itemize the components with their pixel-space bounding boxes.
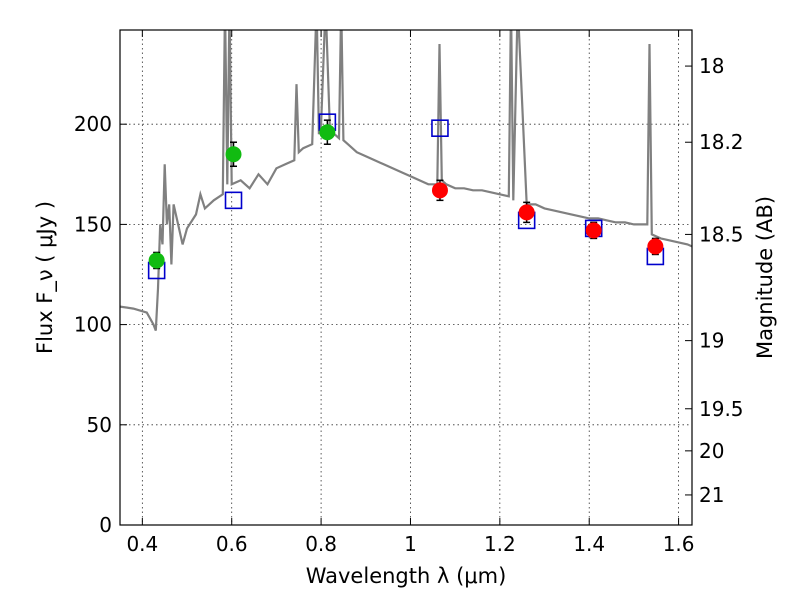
right-tick-label: 21 [699, 483, 724, 507]
optical-point [319, 124, 336, 141]
right-axis-label: Magnitude (AB) [753, 196, 777, 359]
nir-point [518, 204, 535, 221]
nir-point [647, 238, 664, 255]
spectrum-line [120, 30, 692, 331]
x-tick-label: 0.8 [305, 532, 337, 556]
model-square-marker [431, 119, 449, 137]
y-tick-label: 200 [74, 112, 112, 136]
right-tick-label: 18.5 [699, 222, 744, 246]
y-tick-label: 50 [87, 413, 112, 437]
model-square-marker [224, 191, 243, 210]
right-tick-label: 19 [699, 329, 724, 353]
y-tick-label: 0 [99, 513, 112, 537]
right-tick-label: 20 [699, 439, 724, 463]
y-tick-label: 100 [74, 313, 112, 337]
nir-point [431, 182, 448, 199]
ticks-layer: 0.4 0.6 0.8 1 1.2 1.4 1.6 0 50 100 150 200 18 18.2 18.… [74, 30, 744, 556]
grid-layer [120, 30, 692, 526]
nir-point [585, 222, 602, 239]
right-tick-label: 18.2 [699, 130, 744, 154]
right-tick-label: 19.5 [699, 397, 744, 421]
y-tick-label: 150 [74, 212, 112, 236]
y-axis-label: Flux F_ν ( μJy ) [33, 201, 58, 354]
x-tick-label: 0.4 [126, 532, 158, 556]
optical-point [148, 252, 165, 269]
photometry-points-layer [148, 119, 664, 270]
optical-point [225, 146, 242, 163]
x-tick-label: 1.4 [573, 532, 605, 556]
x-tick-label: 1 [404, 532, 417, 556]
plot-area [120, 30, 692, 331]
right-tick-label: 18 [699, 54, 724, 78]
x-tick-label: 1.2 [484, 532, 516, 556]
x-axis-label: Wavelength λ (μm) [306, 564, 507, 588]
x-tick-label: 1.6 [663, 532, 695, 556]
plot-frame [119, 29, 693, 526]
x-tick-label: 0.6 [216, 532, 248, 556]
